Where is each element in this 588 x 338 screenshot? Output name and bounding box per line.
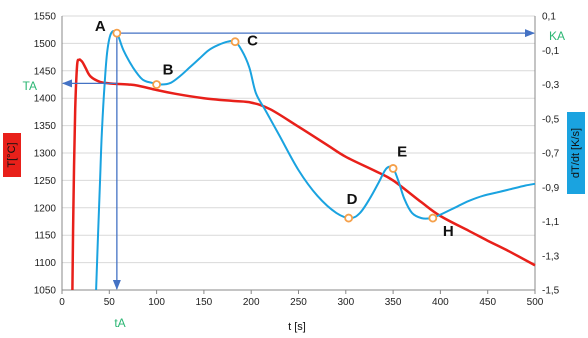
right-y-tick-label: 0,1 bbox=[542, 12, 556, 23]
point-marker-B bbox=[152, 80, 162, 89]
x-tick-label: 350 bbox=[385, 297, 402, 308]
left-y-tick-label: 1250 bbox=[34, 176, 57, 187]
x-tick-label: 450 bbox=[479, 297, 496, 308]
right-y-tick-label: -1,3 bbox=[542, 251, 560, 262]
annotation-TA: TA bbox=[23, 79, 37, 93]
left-y-tick-label: 1150 bbox=[34, 231, 56, 242]
left-y-tick-label: 1200 bbox=[34, 203, 57, 214]
right-axis-title-bg bbox=[567, 112, 585, 194]
x-tick-labels: 0 50 100 150 200 250 300 350 400 450 500 bbox=[59, 297, 544, 308]
right-y-tick-label: -0,9 bbox=[542, 183, 560, 194]
point-label-A: A bbox=[95, 18, 106, 35]
left-y-tick-label: 1550 bbox=[34, 12, 57, 23]
x-tick-label: 150 bbox=[196, 297, 213, 308]
left-y-tick-label: 1300 bbox=[34, 149, 57, 160]
point-label-B: B bbox=[163, 62, 174, 79]
right-y-tick-label: -0,5 bbox=[542, 114, 560, 125]
grid-lines bbox=[62, 15, 535, 291]
series-lines bbox=[71, 30, 536, 291]
right-y-tick-label: -0,3 bbox=[542, 80, 560, 91]
temperature-line bbox=[71, 58, 536, 291]
right-y-tick-label: -1,1 bbox=[542, 217, 560, 228]
point-label-H: H bbox=[443, 223, 454, 240]
x-tick-label: 0 bbox=[59, 297, 65, 308]
x-tick-label: 500 bbox=[527, 297, 544, 308]
left-axis-title: T[°C] bbox=[6, 142, 18, 167]
left-y-tick-label: 1100 bbox=[34, 258, 56, 269]
point-marker-E bbox=[388, 164, 398, 173]
x-tick-label: 100 bbox=[148, 297, 165, 308]
left-y-tick-label: 1350 bbox=[34, 121, 57, 132]
right-axis-title: dT/dt [K/s] bbox=[570, 128, 582, 178]
left-axis-title-bg bbox=[3, 133, 21, 177]
point-marker-D bbox=[344, 213, 354, 223]
right-y-tick-label: -1,5 bbox=[542, 286, 560, 297]
left-y-tick-label: 1050 bbox=[34, 286, 57, 297]
right-y-tick-label: -0,1 bbox=[542, 46, 560, 57]
annotation-KA: KA bbox=[549, 29, 565, 43]
point-label-C: C bbox=[247, 33, 258, 50]
right-y-tick-label: -0,7 bbox=[542, 149, 560, 160]
point-label-D: D bbox=[347, 191, 358, 208]
point-marker-H bbox=[428, 213, 438, 223]
point-markers: A B C D E H bbox=[95, 18, 454, 240]
point-marker-C bbox=[230, 37, 240, 47]
annotation-tA: tA bbox=[114, 316, 125, 330]
x-tick-label: 400 bbox=[432, 297, 449, 308]
left-y-tick-label: 1500 bbox=[34, 39, 57, 50]
annotation-arrows bbox=[62, 29, 535, 290]
x-tick-label: 50 bbox=[104, 297, 116, 308]
left-y-tick-labels: 1050 1100 1150 1200 1250 1300 1350 1400 1450 1500… bbox=[34, 12, 57, 297]
left-y-tick-label: 1450 bbox=[34, 66, 57, 77]
x-tick-label: 250 bbox=[290, 297, 307, 308]
axes bbox=[61, 16, 536, 294]
x-tick-label: 300 bbox=[337, 297, 354, 308]
point-label-E: E bbox=[397, 143, 407, 160]
x-axis-title: t [s] bbox=[288, 321, 306, 333]
left-y-tick-label: 1400 bbox=[34, 94, 57, 105]
right-y-tick-labels: 0,1 -0,1 -0,3 -0,5 -0,7 -0,9 -1,1 -1,3 -1,5 bbox=[542, 12, 560, 297]
x-tick-label: 200 bbox=[243, 297, 260, 308]
point-marker-A bbox=[112, 28, 122, 38]
